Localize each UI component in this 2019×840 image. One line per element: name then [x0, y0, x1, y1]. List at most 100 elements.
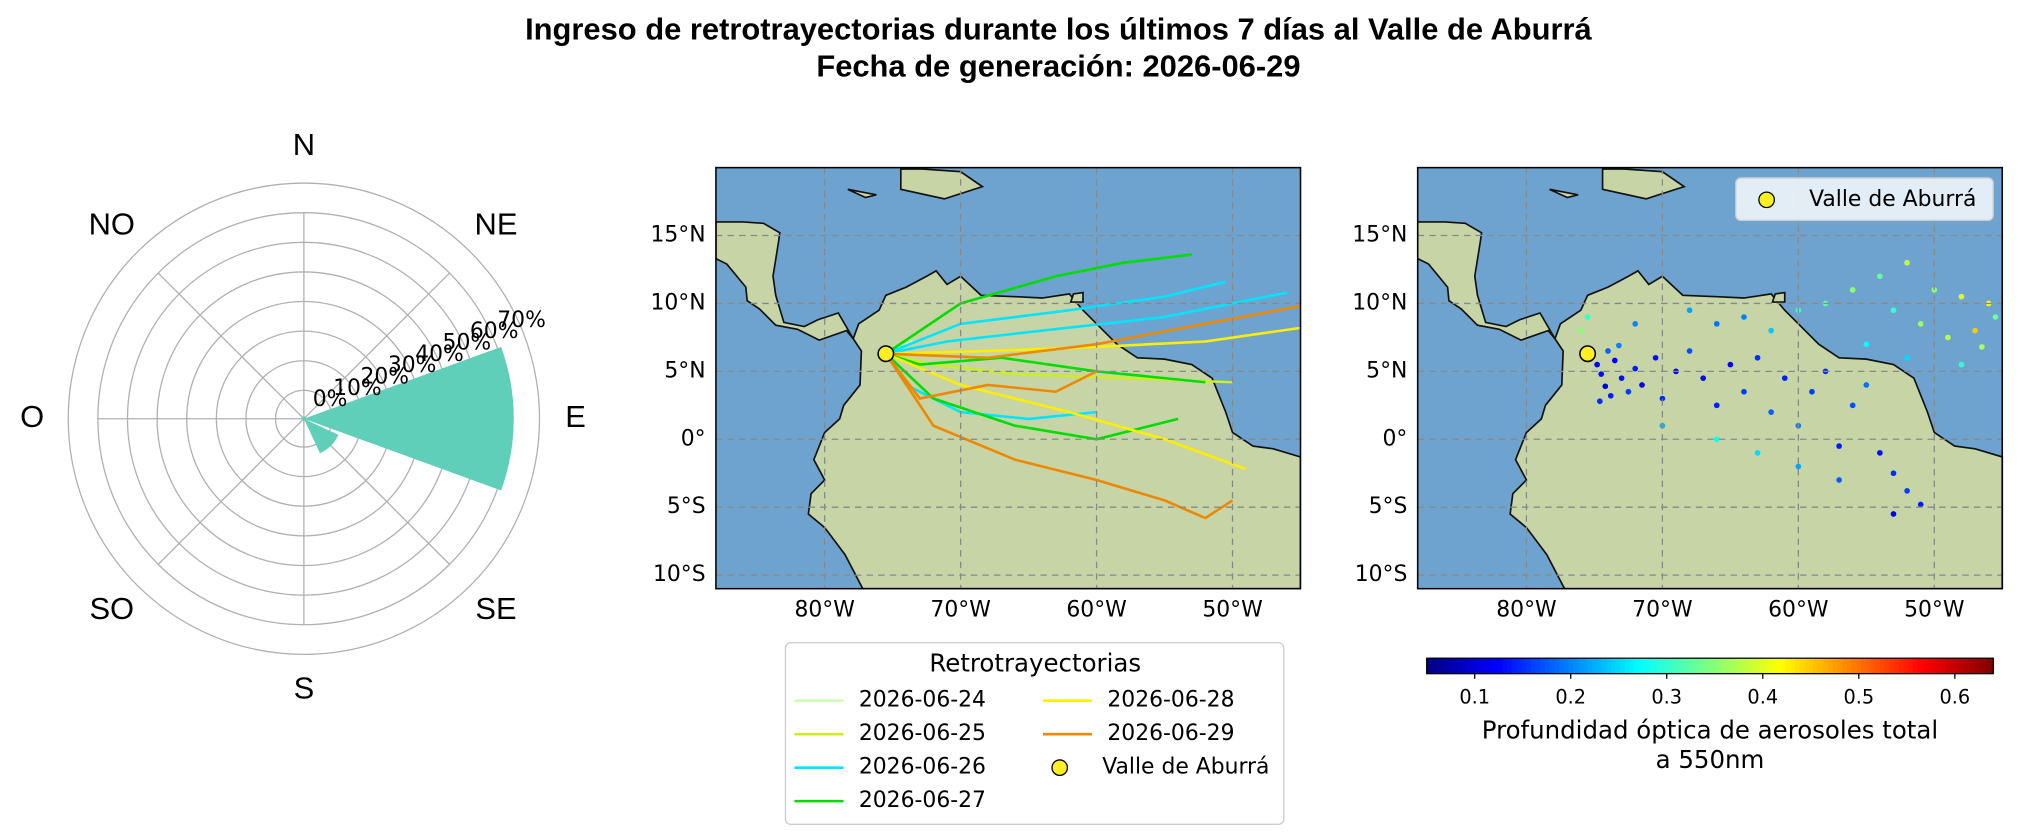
land-shape — [1509, 269, 2004, 589]
aod-point — [1584, 314, 1591, 320]
colorbar-cell — [1964, 658, 1971, 674]
rose-bar — [301, 416, 304, 419]
aod-point — [1577, 327, 1584, 334]
direction-label: S — [294, 671, 315, 706]
trajectory — [885, 352, 1206, 384]
valle-point — [877, 345, 895, 363]
legend-label: 2026-06-25 — [859, 721, 986, 746]
colorbar-cell — [1794, 658, 1801, 674]
colorbar-cell — [1879, 658, 1886, 674]
aod-point — [1713, 320, 1720, 327]
colorbar-cell — [1969, 658, 1976, 674]
colorbar-cell — [1563, 658, 1569, 674]
aod-point — [1686, 307, 1693, 314]
aod-point — [1741, 388, 1747, 395]
aod-point — [1598, 371, 1605, 377]
r-tick-label: 20% — [360, 364, 409, 389]
spoke — [157, 418, 305, 565]
colorbar-cell — [1544, 658, 1551, 674]
colorbar-cell — [1686, 658, 1692, 674]
direction-label: SO — [89, 591, 134, 626]
colorbar-frame — [1426, 657, 1994, 675]
colorbar-cell — [1813, 658, 1820, 674]
x-tick-label: 50°W — [1904, 598, 1964, 623]
r-tick-label: 10% — [333, 376, 382, 401]
colorbar-cell — [1743, 658, 1749, 674]
colorbar-cell — [1752, 658, 1758, 674]
legend-label: 2026-06-27 — [859, 788, 986, 813]
colorbar-tick-label: 0.3 — [1651, 686, 1682, 709]
aod-point — [1992, 314, 1999, 320]
colorbar-cell — [1648, 658, 1654, 674]
colorbar-cell — [1912, 658, 1919, 674]
colorbar-tick-label: 0.2 — [1555, 686, 1586, 709]
aod-point — [1958, 361, 1965, 368]
aod-point — [1795, 463, 1802, 470]
trajectory — [885, 352, 1233, 384]
aod-point — [1618, 375, 1625, 381]
direction-label: NO — [89, 207, 135, 242]
colorbar-cell — [1846, 658, 1853, 674]
colorbar-cell — [1606, 658, 1612, 674]
land-shape — [1069, 291, 1084, 303]
colorbar-cell — [1709, 658, 1716, 674]
aod-point — [1979, 344, 1985, 350]
legend-marker — [1051, 759, 1069, 777]
colorbar-cell — [1653, 658, 1659, 674]
colorbar-cell — [1988, 658, 1994, 674]
x-tick-label: 60°W — [1066, 598, 1126, 623]
y-tick-label: 10°N — [650, 290, 705, 315]
r-tick-label: 60% — [470, 319, 519, 344]
x-tick-label: 70°W — [1632, 598, 1692, 623]
aod-point — [1890, 307, 1897, 314]
r-tick-label: 30% — [388, 353, 437, 378]
colorbar-cell — [1634, 658, 1640, 674]
direction-label: O — [20, 399, 44, 434]
colorbar-cell — [1979, 658, 1985, 674]
colorbar-cell — [1440, 658, 1447, 674]
aod-point — [1877, 273, 1883, 280]
colorbar-cell — [1714, 658, 1721, 674]
colorbar-cell — [1610, 658, 1617, 674]
r-tick-label: 70% — [497, 308, 546, 333]
legend-label: 2026-06-29 — [1107, 721, 1234, 746]
land-shape — [1771, 291, 1786, 303]
aod-point — [1945, 334, 1951, 341]
colorbar-cell — [1875, 658, 1881, 674]
aod-point — [1616, 342, 1622, 349]
colorbar-cell — [1700, 658, 1706, 674]
legend-label: Valle de Aburrá — [1809, 187, 1976, 212]
colorbar-cell — [1747, 658, 1754, 674]
land-shape — [715, 221, 854, 342]
colorbar-cell — [1483, 658, 1489, 674]
colorbar-cell — [1464, 658, 1470, 674]
legend-label: Valle de Aburrá — [1102, 755, 1269, 780]
colorbar-cell — [1577, 658, 1584, 674]
colorbar-cell — [1582, 658, 1588, 674]
aod-point — [1639, 382, 1645, 388]
colorbar-cell — [1573, 658, 1579, 674]
colorbar-cell — [1445, 658, 1451, 674]
subtitle: Fecha de generación: 2026-06-29 — [816, 49, 1300, 84]
aod-point — [1768, 327, 1774, 334]
rose-bar — [301, 418, 304, 422]
colorbar-cell — [1851, 658, 1857, 674]
aod-point — [1652, 354, 1659, 361]
colorbar-cell — [1615, 658, 1621, 674]
spoke — [303, 272, 451, 420]
colorbar-cell — [1889, 658, 1895, 674]
colorbar-cell — [1780, 658, 1787, 674]
colorbar-cell — [1506, 658, 1513, 674]
colorbar-cell — [1488, 658, 1494, 674]
aod-point — [1890, 511, 1897, 517]
colorbar-cell — [1828, 658, 1834, 674]
colorbar-cell — [1903, 658, 1909, 674]
colorbar-cell — [1639, 658, 1645, 674]
aod-point — [1863, 341, 1870, 348]
trajectory — [885, 253, 1192, 355]
aod-point — [1754, 354, 1761, 361]
colorbar-cell — [1823, 658, 1829, 674]
x-tick-label: 80°W — [794, 598, 854, 623]
